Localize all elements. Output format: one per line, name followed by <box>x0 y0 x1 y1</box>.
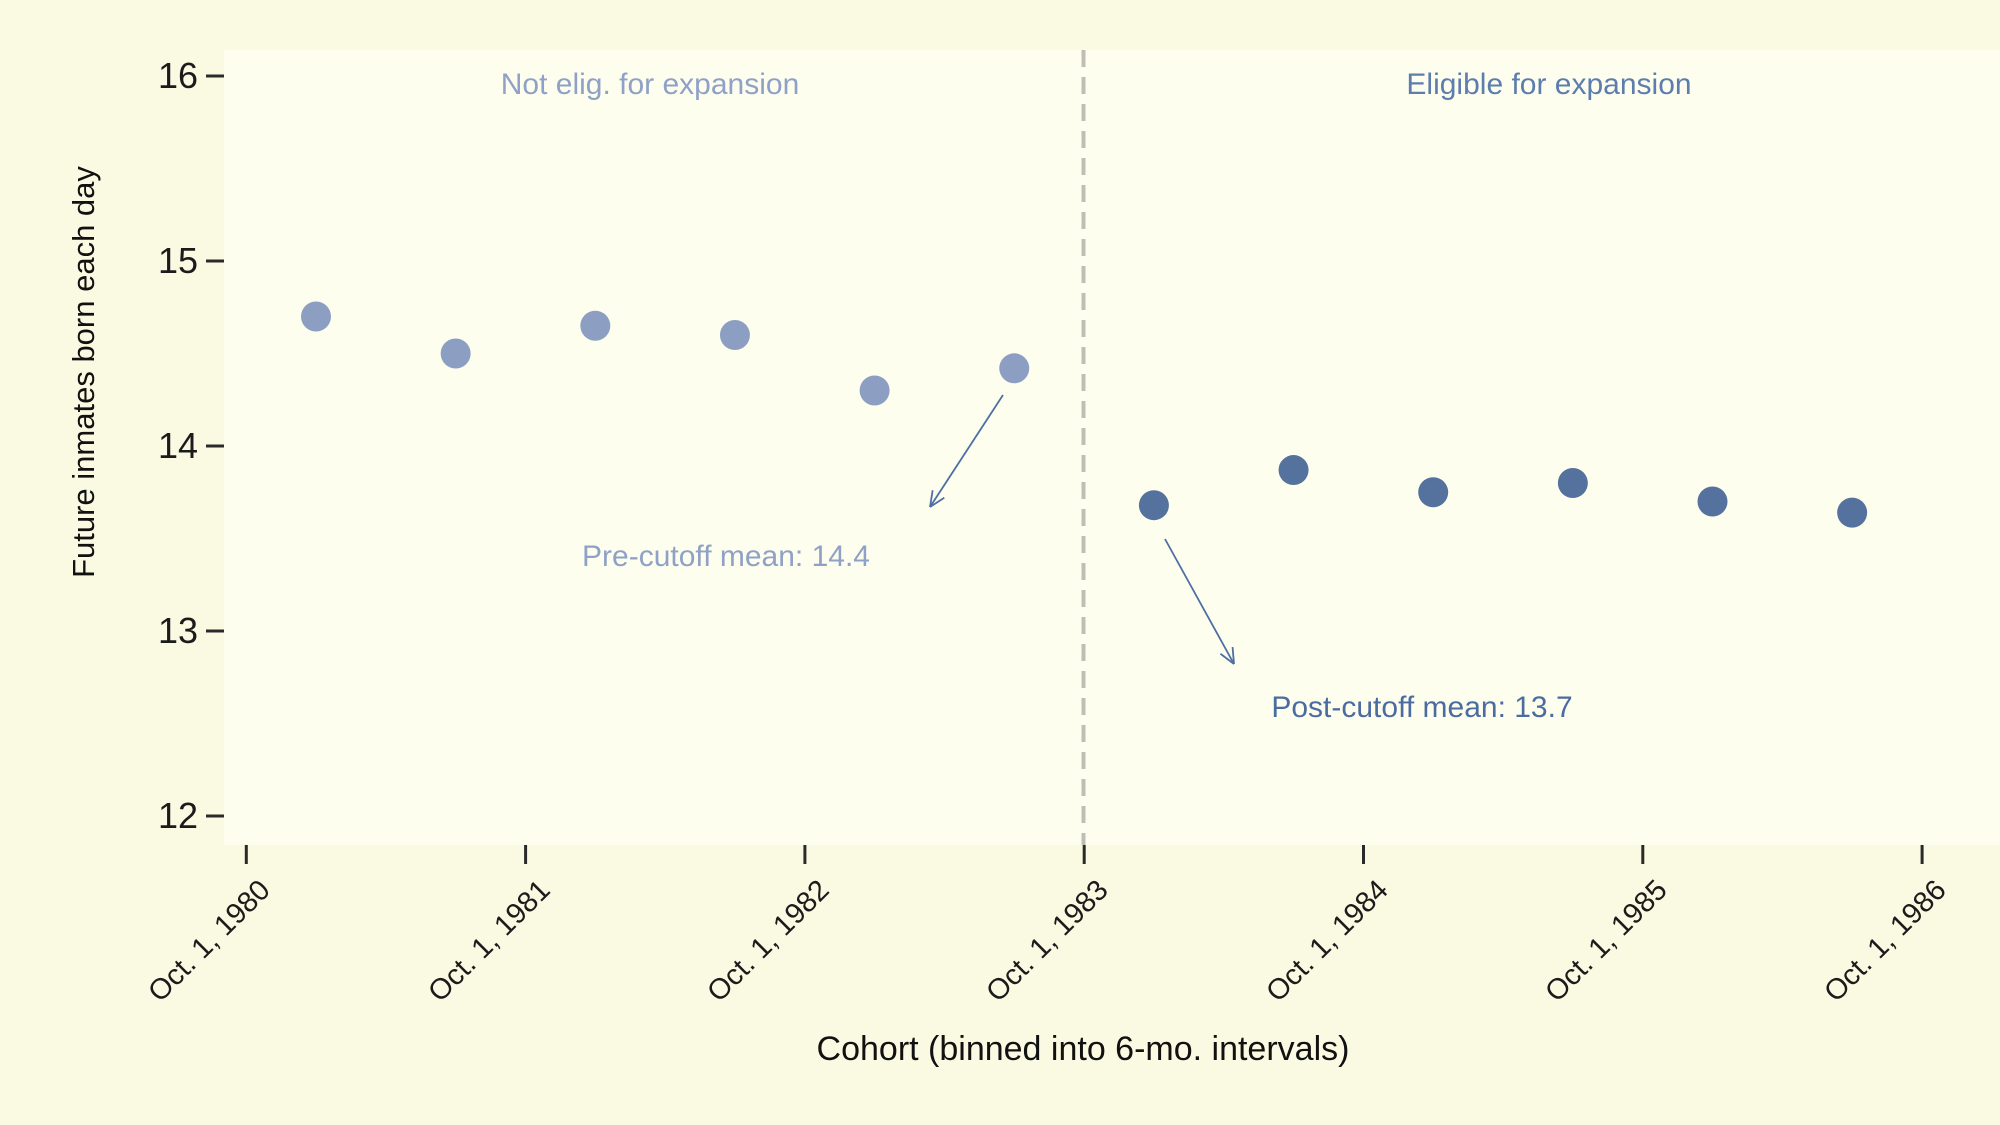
x-axis-title: Cohort (binned into 6-mo. intervals) <box>816 1030 1350 1068</box>
y-axis-title: Future inmates born each day <box>66 166 101 578</box>
data-point <box>580 310 611 341</box>
y-tick-label: 14 <box>157 425 198 466</box>
data-point <box>719 320 750 350</box>
data-point <box>440 338 471 369</box>
pre-mean-arrow <box>929 394 1004 508</box>
y-tick-label: 13 <box>157 610 198 651</box>
plot-panel <box>224 50 2000 845</box>
annotation-post-cutoff-mean: Post-cutoff mean: 13.7 <box>1271 691 1573 724</box>
annotation-pre-cutoff-mean: Pre-cutoff mean: 14.4 <box>582 540 870 573</box>
post-mean-arrow <box>1164 538 1235 665</box>
y-tick-label: 16 <box>157 55 198 96</box>
data-point <box>859 375 890 406</box>
data-point <box>999 353 1030 384</box>
data-point <box>1837 497 1868 528</box>
data-point <box>1278 455 1309 486</box>
data-point <box>1697 486 1728 517</box>
y-tick-label: 12 <box>157 795 198 836</box>
data-point <box>1418 477 1449 508</box>
annotation-eligible: Eligible for expansion <box>1406 68 1692 101</box>
y-tick-label: 15 <box>157 240 198 281</box>
data-point <box>301 301 331 332</box>
annotation-not-eligible: Not elig. for expansion <box>500 68 800 101</box>
data-point <box>1138 490 1169 521</box>
data-point <box>1557 468 1588 498</box>
